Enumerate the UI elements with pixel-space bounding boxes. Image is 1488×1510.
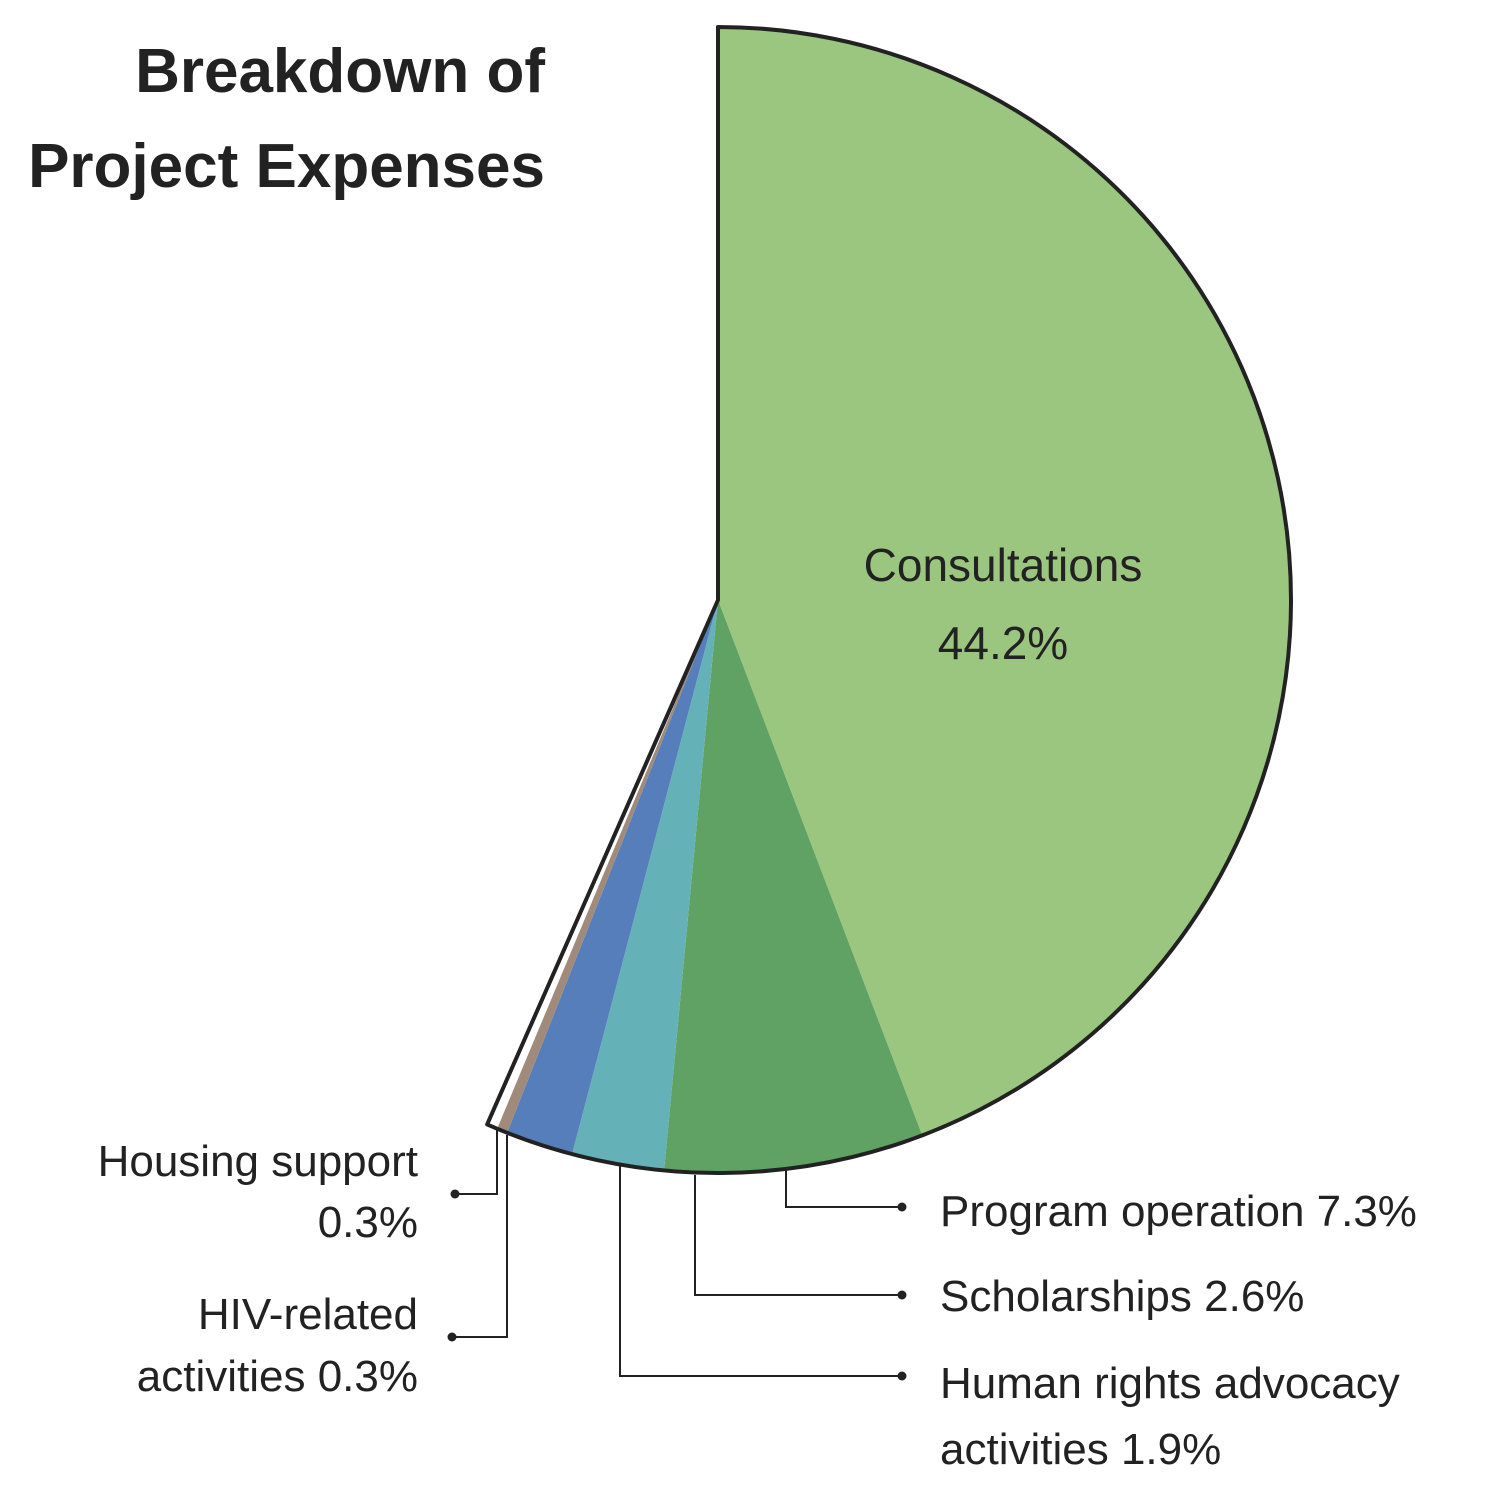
label-housing-support-line-1: Housing support [98, 1137, 418, 1186]
leader-dot-program-operation [897, 1202, 907, 1212]
pie-slices [487, 27, 1291, 1174]
label-human-rights-line-1: Human rights advocacy [940, 1359, 1400, 1408]
leader-dot-hiv-related [447, 1332, 457, 1342]
leader-dot-scholarships [897, 1290, 907, 1300]
label-consultations-name: Consultations [864, 539, 1143, 591]
leader-scholarships [694, 1175, 902, 1296]
pie-outline [485, 25, 1293, 1175]
leader-dot-housing-support [450, 1189, 460, 1199]
label-human-rights-line-2: activities 1.9% [940, 1425, 1221, 1474]
chart-title-line-2: Project Expenses [28, 132, 545, 201]
leader-program-operation [785, 1170, 902, 1208]
leader-lines [447, 1130, 907, 1381]
leader-human-rights [619, 1165, 902, 1377]
label-scholarships: Scholarships 2.6% [940, 1272, 1304, 1321]
leader-hiv-related [452, 1135, 508, 1338]
leader-dot-human-rights [897, 1371, 907, 1381]
label-hiv-related-line-1: HIV-related [198, 1290, 418, 1339]
label-housing-support-line-2: 0.3% [318, 1198, 418, 1247]
label-hiv-related-line-2: activities 0.3% [137, 1352, 418, 1401]
slice-hiv-related [497, 600, 718, 1133]
label-consultations-value: 44.2% [938, 617, 1068, 669]
slice-human-rights-advocacy [507, 600, 718, 1155]
slice-consultations [718, 27, 1291, 1136]
slice-scholarships [572, 600, 718, 1171]
leader-housing-support [455, 1130, 498, 1195]
label-program-operation: Program operation 7.3% [940, 1187, 1417, 1236]
chart-title-line-1: Breakdown of [135, 37, 545, 106]
slice-program-operation [664, 600, 923, 1174]
